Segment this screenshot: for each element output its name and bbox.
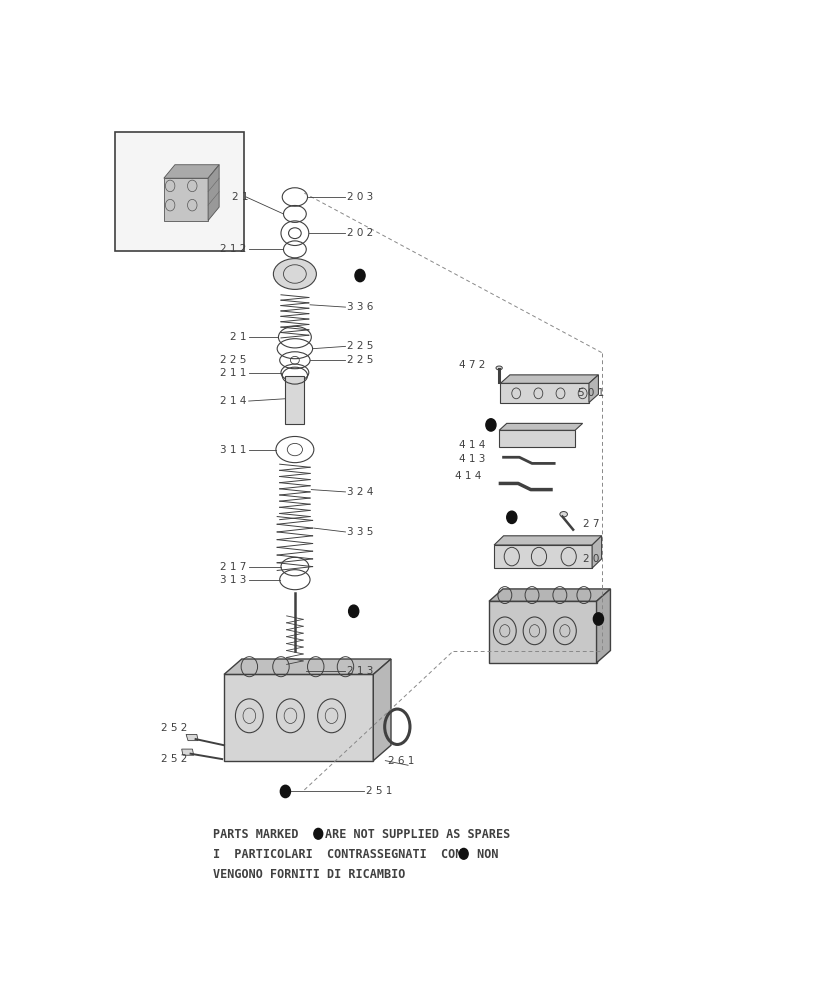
Text: 2 0 3: 2 0 3 — [348, 192, 374, 202]
Text: 2 0: 2 0 — [583, 554, 599, 564]
Polygon shape — [500, 375, 598, 383]
Ellipse shape — [560, 512, 567, 517]
Bar — [286, 376, 304, 424]
Text: 2 2 5: 2 2 5 — [348, 341, 374, 351]
Text: 2 1 3: 2 1 3 — [348, 666, 374, 676]
Text: VENGONO FORNITI DI RICAMBIO: VENGONO FORNITI DI RICAMBIO — [213, 868, 405, 881]
Polygon shape — [182, 749, 193, 755]
Polygon shape — [494, 536, 601, 545]
Polygon shape — [164, 165, 220, 178]
Bar — [500, 383, 589, 403]
Text: 5 0 1: 5 0 1 — [579, 388, 605, 398]
Polygon shape — [589, 375, 598, 403]
Text: 2 5 2: 2 5 2 — [161, 754, 188, 764]
Polygon shape — [592, 536, 601, 568]
Bar — [287, 659, 303, 667]
Bar — [489, 601, 596, 663]
Text: 2 1 2: 2 1 2 — [220, 244, 246, 254]
Polygon shape — [186, 734, 198, 741]
Text: 4 1 4: 4 1 4 — [459, 440, 486, 450]
Text: 2 1: 2 1 — [233, 192, 249, 202]
Polygon shape — [164, 178, 208, 221]
Text: 3 1 3: 3 1 3 — [220, 575, 246, 585]
Polygon shape — [208, 165, 220, 221]
Polygon shape — [596, 589, 610, 663]
Bar — [224, 674, 373, 761]
Text: 4 1 3: 4 1 3 — [459, 454, 486, 464]
Text: 2 2 5: 2 2 5 — [348, 355, 374, 365]
Circle shape — [281, 785, 290, 798]
Ellipse shape — [496, 366, 503, 370]
Text: 4 7 2: 4 7 2 — [459, 360, 486, 370]
Circle shape — [507, 511, 517, 523]
Circle shape — [348, 605, 359, 617]
Polygon shape — [499, 423, 583, 430]
Text: 3 3 5: 3 3 5 — [348, 527, 374, 537]
Bar — [114, 132, 244, 251]
Circle shape — [314, 828, 322, 839]
Text: 2 5 2: 2 5 2 — [161, 723, 188, 733]
Text: 2 2 5: 2 2 5 — [220, 355, 246, 365]
Text: 2 0 2: 2 0 2 — [348, 228, 374, 238]
Text: 3 2 4: 3 2 4 — [348, 487, 374, 497]
Circle shape — [355, 269, 365, 282]
Text: 2 6 1: 2 6 1 — [388, 756, 415, 766]
Polygon shape — [489, 589, 610, 601]
Polygon shape — [373, 659, 391, 761]
Circle shape — [593, 613, 604, 625]
Text: I  PARTICOLARI  CONTRASSEGNATI  CON: I PARTICOLARI CONTRASSEGNATI CON — [213, 848, 477, 861]
Text: 2 1 4: 2 1 4 — [220, 396, 246, 406]
Text: NON: NON — [470, 848, 499, 861]
Bar — [494, 545, 592, 568]
Text: 3 1 1: 3 1 1 — [220, 445, 246, 455]
Bar — [499, 430, 575, 447]
Ellipse shape — [273, 259, 317, 289]
Text: 2 1: 2 1 — [229, 332, 246, 342]
Polygon shape — [224, 659, 391, 674]
Text: PARTS MARKED: PARTS MARKED — [213, 828, 305, 841]
Text: 2 1 7: 2 1 7 — [220, 562, 246, 572]
Text: 2 5 1: 2 5 1 — [366, 786, 392, 796]
Text: 4 1 4: 4 1 4 — [455, 471, 481, 481]
Circle shape — [486, 419, 496, 431]
Text: 2 1 1: 2 1 1 — [220, 368, 246, 378]
Text: 2 7: 2 7 — [583, 519, 599, 529]
Text: ARE NOT SUPPLIED AS SPARES: ARE NOT SUPPLIED AS SPARES — [325, 828, 510, 841]
Circle shape — [459, 848, 468, 859]
Text: 3 3 6: 3 3 6 — [348, 302, 374, 312]
